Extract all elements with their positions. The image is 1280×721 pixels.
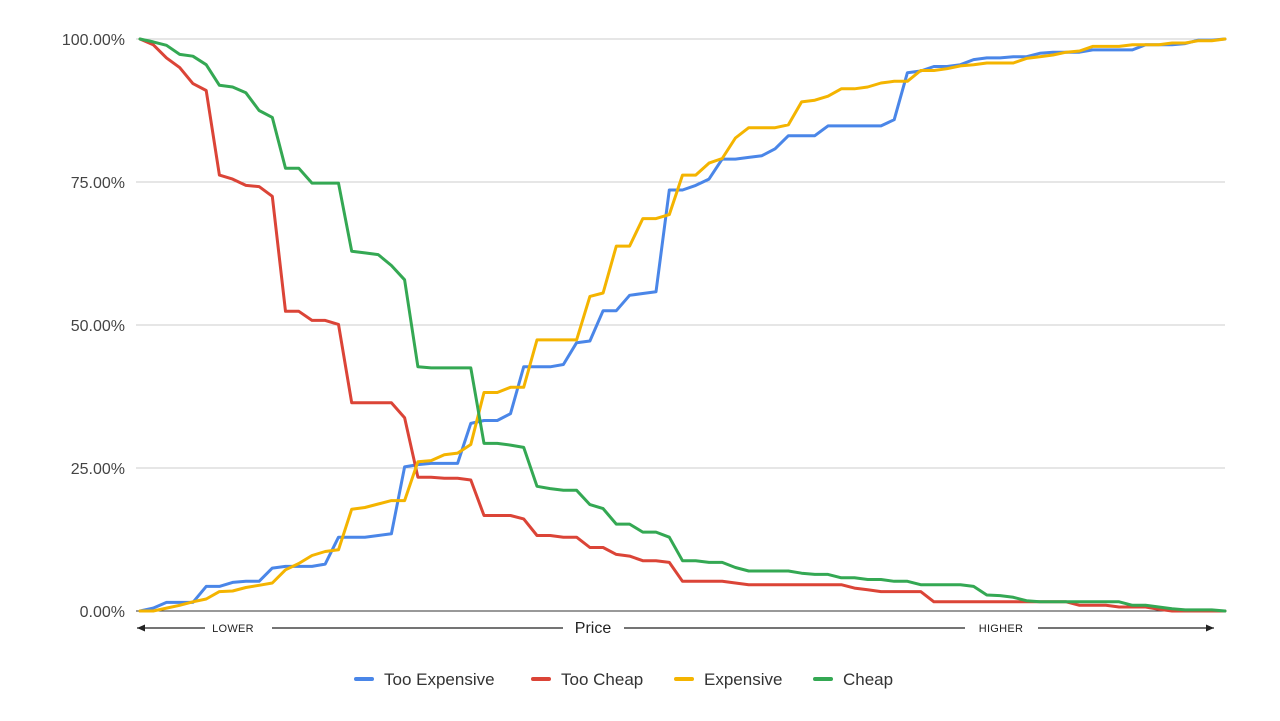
legend-label-expensive: Expensive — [704, 670, 782, 689]
series-line-too-expensive — [138, 37, 1227, 613]
x-axis-left-label: LOWER — [212, 623, 254, 635]
legend-label-cheap: Cheap — [843, 670, 893, 689]
legend-label-too-cheap: Too Cheap — [561, 670, 643, 689]
y-tick-label: 50.00% — [71, 318, 125, 335]
series-lines — [138, 37, 1227, 613]
y-axis-ticks: 0.00% 25.00% 50.00% 75.00% 100.00% — [62, 32, 125, 621]
arrow-right-icon — [1206, 624, 1214, 632]
series-line-cheap — [138, 37, 1227, 613]
legend-label-too-expensive: Too Expensive — [384, 670, 495, 689]
series-line-expensive — [138, 37, 1227, 613]
y-tick-label: 75.00% — [71, 175, 125, 192]
gridlines — [136, 38, 1225, 612]
y-tick-label: 25.00% — [71, 461, 125, 478]
legend: Too Expensive Too Cheap Expensive Cheap — [354, 670, 893, 689]
x-axis-title: Price — [575, 620, 612, 637]
x-axis-right-label: HIGHER — [979, 623, 1024, 635]
y-tick-label: 100.00% — [62, 32, 125, 49]
x-axis-annotation: LOWER Price HIGHER — [137, 620, 1214, 637]
y-tick-label: 0.00% — [80, 604, 125, 621]
arrow-left-icon — [137, 624, 145, 632]
